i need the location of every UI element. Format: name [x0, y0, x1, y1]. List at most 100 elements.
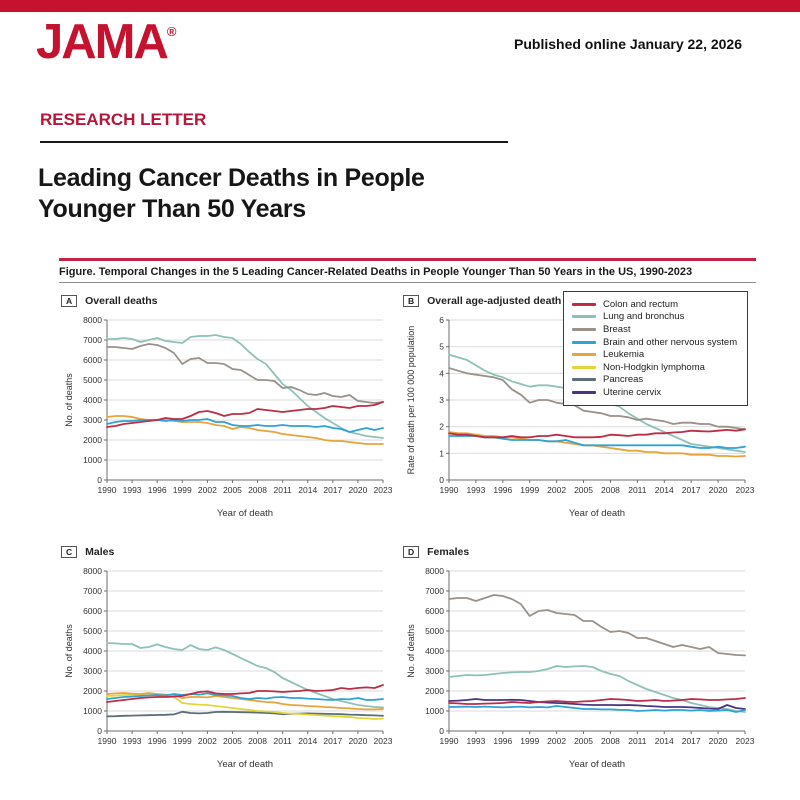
- x-axis-title: Year of death: [569, 508, 625, 519]
- legend-swatch-colon-and-rectum: [572, 302, 596, 306]
- line-brain-and-other-nervous-system: [106, 692, 384, 701]
- legend-label: Colon and rectum: [603, 298, 678, 310]
- y-tick-label: 8000: [83, 566, 102, 576]
- y-tick-label: 6000: [83, 355, 102, 365]
- x-tick-label: 2017: [323, 485, 342, 495]
- line-breast: [106, 343, 384, 404]
- x-tick-label: 2014: [655, 736, 674, 746]
- top-red-bar: [0, 0, 800, 12]
- line-pancreas: [106, 710, 384, 718]
- x-tick-label: 2005: [574, 736, 593, 746]
- legend-swatch-pancreas: [572, 378, 596, 382]
- y-tick-label: 3: [439, 395, 444, 405]
- x-tick-label: 2002: [547, 485, 566, 495]
- panel-a-header: A Overall deaths: [61, 294, 393, 308]
- panel-a-title: Overall deaths: [85, 295, 158, 307]
- x-tick-label: 2002: [198, 736, 217, 746]
- legend-swatch-lung-and-bronchus: [572, 315, 596, 319]
- x-tick-label: 1999: [173, 485, 192, 495]
- line-breast: [448, 367, 746, 431]
- y-tick-label: 3000: [83, 415, 102, 425]
- legend-item: Pancreas: [572, 374, 737, 387]
- y-tick-label: 0: [97, 726, 102, 736]
- panel-males: C Males 0 1000 2000 3000 4000 5000 6000 7000 800…: [61, 545, 393, 780]
- legend-item: Breast: [572, 323, 737, 336]
- legend-label: Breast: [603, 323, 631, 335]
- chart-males: 0 1000 2000 3000 4000 5000 6000 7000 8000 1990 199…: [64, 566, 393, 770]
- panel-d-header: D Females: [403, 545, 755, 559]
- y-tick-label: 4000: [83, 395, 102, 405]
- y-tick-label: 5000: [83, 626, 102, 636]
- y-axis-title: Rate of death per 100 000 population: [406, 326, 416, 475]
- x-tick-label: 2011: [273, 736, 292, 746]
- legend-swatch-non-hodgkin-lymphoma: [572, 365, 596, 369]
- x-tick-label: 2014: [298, 485, 317, 495]
- x-tick-label: 2017: [323, 736, 342, 746]
- y-tick-label: 7000: [425, 586, 444, 596]
- y-tick-label: 7000: [83, 335, 102, 345]
- figure-top-rule: [59, 258, 756, 261]
- y-tick-label: 2000: [425, 686, 444, 696]
- y-tick-label: 0: [97, 475, 102, 485]
- legend-item: Leukemia: [572, 348, 737, 361]
- y-tick-label: 2: [439, 422, 444, 432]
- panel-d-title: Females: [427, 546, 470, 558]
- x-tick-label: 1996: [493, 485, 512, 495]
- jama-logo-text: JAMA: [36, 15, 169, 69]
- panel-b-header: B Overall age-adjusted death rate: [403, 294, 755, 308]
- y-tick-label: 3000: [83, 666, 102, 676]
- legend-item: Non-Hodgkin lymphoma: [572, 361, 737, 374]
- legend-swatch-brain-and-other-nervous-system: [572, 340, 596, 344]
- y-tick-label: 3000: [425, 666, 444, 676]
- x-tick-label: 1990: [98, 485, 117, 495]
- y-tick-label: 1: [439, 448, 444, 458]
- panel-c-letter: C: [61, 545, 78, 559]
- x-tick-label: 1993: [123, 736, 142, 746]
- x-tick-label: 1993: [466, 485, 485, 495]
- panel-a-letter: A: [61, 294, 78, 308]
- x-tick-label: 2008: [248, 736, 267, 746]
- figure-legend: Colon and rectum Lung and bronchus Breast B…: [563, 291, 749, 406]
- x-tick-label: 2005: [574, 485, 593, 495]
- x-tick-label: 2023: [374, 736, 393, 746]
- section-divider: [40, 141, 508, 143]
- x-tick-label: 2002: [198, 485, 217, 495]
- x-tick-label: 2011: [628, 736, 647, 746]
- line-colon-and-rectum: [448, 428, 746, 439]
- y-tick-label: 7000: [83, 586, 102, 596]
- y-tick-label: 4: [439, 368, 444, 378]
- jama-logo: JAMA®: [36, 18, 176, 67]
- y-tick-label: 8000: [425, 566, 444, 576]
- x-tick-label: 1990: [440, 736, 459, 746]
- y-tick-label: 6000: [425, 606, 444, 616]
- line-lung-and-bronchus: [106, 334, 384, 439]
- y-tick-label: 8000: [83, 315, 102, 325]
- y-tick-label: 2000: [83, 686, 102, 696]
- legend-item: Uterine cervix: [572, 386, 737, 399]
- x-tick-label: 2017: [682, 485, 701, 495]
- x-tick-label: 2008: [601, 485, 620, 495]
- y-axis-title: No. of deaths: [64, 373, 74, 427]
- x-tick-label: 1996: [148, 736, 167, 746]
- panel-overall-deaths: A Overall deaths 0 1000 2000 3000 4000 5000 60…: [61, 294, 393, 529]
- legend-swatch-breast: [572, 327, 596, 331]
- x-tick-label: 2008: [601, 736, 620, 746]
- published-date: Published online January 22, 2026: [514, 36, 742, 52]
- legend-label: Lung and bronchus: [603, 311, 685, 323]
- chart-females: 0 1000 2000 3000 4000 5000 6000 7000 8000 1990 199…: [406, 566, 755, 770]
- x-tick-label: 2002: [547, 736, 566, 746]
- x-tick-label: 2023: [736, 736, 755, 746]
- y-tick-label: 1000: [83, 455, 102, 465]
- x-tick-label: 2020: [709, 736, 728, 746]
- panel-d-letter: D: [403, 545, 420, 559]
- x-tick-label: 1996: [493, 736, 512, 746]
- y-tick-label: 6: [439, 315, 444, 325]
- x-tick-label: 2011: [628, 485, 647, 495]
- x-tick-label: 2005: [223, 485, 242, 495]
- legend-swatch-leukemia: [572, 353, 596, 357]
- y-tick-label: 0: [439, 726, 444, 736]
- figure-block: Figure. Temporal Changes in the 5 Leadin…: [59, 258, 756, 790]
- x-tick-label: 2014: [298, 736, 317, 746]
- x-tick-label: 1990: [98, 736, 117, 746]
- y-tick-label: 4000: [83, 646, 102, 656]
